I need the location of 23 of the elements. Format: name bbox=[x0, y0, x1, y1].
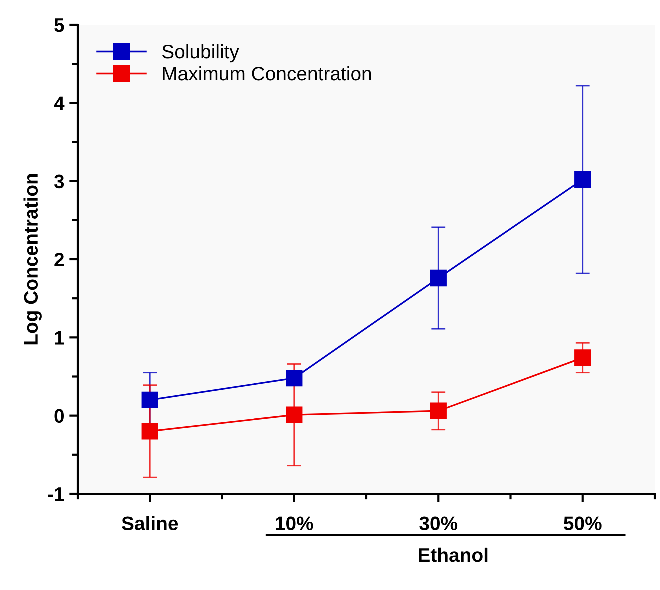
point bbox=[142, 423, 158, 440]
y-tick-label: -1 bbox=[48, 488, 64, 502]
x-axis-title: Ethanol bbox=[419, 548, 488, 562]
y-tick-label: 3 bbox=[54, 174, 64, 189]
point bbox=[142, 392, 158, 409]
y-tick-label: 2 bbox=[54, 252, 64, 267]
y-tick-label: 4 bbox=[54, 96, 65, 110]
legend-label: Maximum Concentration bbox=[163, 66, 372, 81]
point bbox=[430, 270, 447, 287]
y-axis-title: Log Concentration bbox=[24, 174, 42, 345]
x-tick-label: 10% bbox=[276, 516, 314, 531]
y-tick-label: 5 bbox=[54, 18, 64, 32]
legend-label: Solubility bbox=[162, 44, 240, 63]
point bbox=[286, 370, 303, 387]
x-tick-label: 50% bbox=[564, 516, 602, 531]
point bbox=[574, 350, 592, 366]
x-tick-label: 30% bbox=[420, 516, 458, 531]
point bbox=[430, 402, 447, 420]
y-tick-label: 0 bbox=[54, 409, 64, 424]
point bbox=[574, 171, 592, 188]
x-tick-label: Saline bbox=[122, 516, 178, 531]
point bbox=[286, 406, 303, 424]
y-tick-label: 1 bbox=[55, 331, 64, 345]
